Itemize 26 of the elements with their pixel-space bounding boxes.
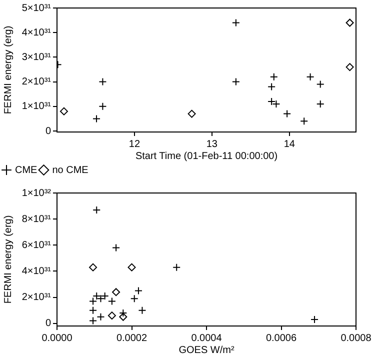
y-tick-label: 2×10³¹ bbox=[22, 76, 52, 88]
y-tick-label: 2×10³¹ bbox=[22, 292, 52, 304]
y-tick-label: 1×10³² bbox=[22, 188, 52, 199]
y-axis-title: FERMI energy (erg) bbox=[2, 215, 14, 304]
x-tick-label: 0.0004 bbox=[191, 332, 222, 344]
y-tick-label: 4×10³¹ bbox=[22, 27, 52, 38]
x-tick-label: 0.0006 bbox=[266, 332, 297, 344]
x-tick-label: 12 bbox=[128, 138, 140, 150]
y-tick-label: 4×10³¹ bbox=[22, 266, 52, 277]
x-tick-label: 0.0002 bbox=[116, 332, 148, 344]
y-tick-label: 0 bbox=[45, 318, 52, 330]
y-tick-label: 3×10³¹ bbox=[22, 52, 52, 63]
y-tick-label: 8×10³¹ bbox=[22, 214, 52, 225]
x-tick-label: 14 bbox=[284, 138, 296, 150]
x-tick-label: 13 bbox=[206, 138, 218, 150]
legend-label: no CME bbox=[52, 164, 89, 176]
y-tick-label: 5×10³¹ bbox=[22, 2, 52, 14]
y-axis-title: FERMI energy (erg) bbox=[2, 26, 14, 114]
y-tick-label: 6×10³¹ bbox=[22, 240, 52, 251]
y-tick-label: 0 bbox=[45, 126, 52, 137]
x-axis-title: Start Time (01-Feb-11 00:00:00) bbox=[135, 150, 278, 162]
legend-label: CME bbox=[15, 164, 38, 176]
y-tick-label: 1×10³¹ bbox=[22, 101, 52, 112]
x-tick-label: 0.0008 bbox=[340, 332, 372, 344]
x-tick-label: 0.0000 bbox=[42, 332, 73, 344]
x-axis-title: GOES W/m² bbox=[178, 344, 235, 356]
